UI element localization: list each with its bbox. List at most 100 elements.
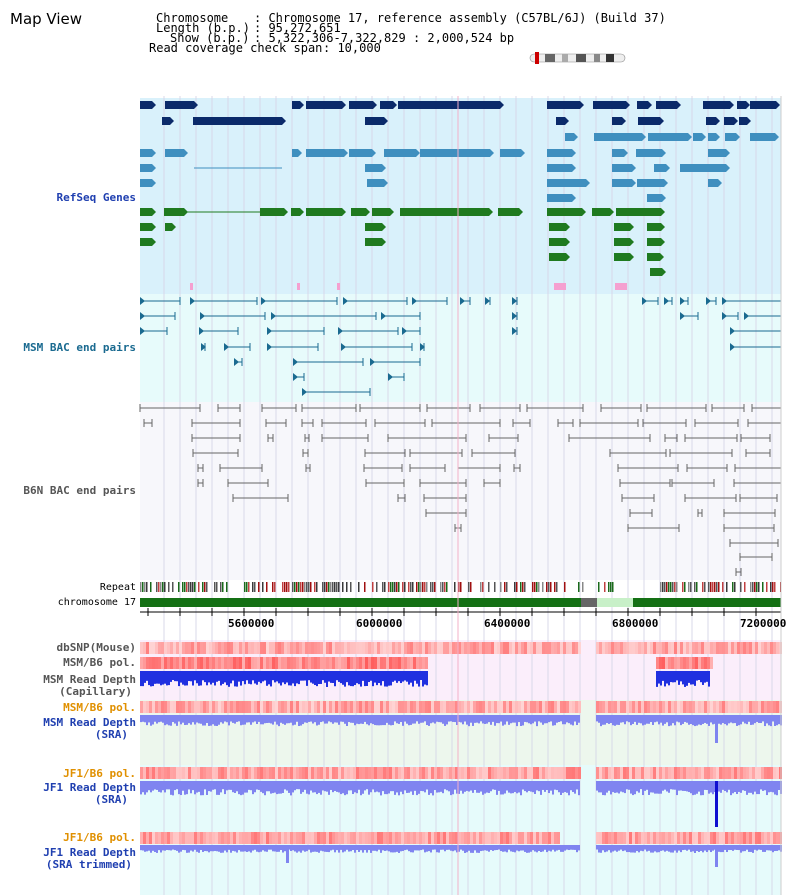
gene-strand-arrow: [572, 164, 576, 172]
refseq-track-label[interactable]: RefSeq Genes: [56, 191, 136, 204]
pol-cell: [566, 642, 569, 654]
depth-bar: [384, 781, 386, 795]
depth-bar: [168, 845, 170, 851]
pol-cell: [608, 832, 611, 844]
depth-bar: [198, 715, 200, 724]
pol-cell: [647, 642, 650, 654]
chromosome-bar[interactable]: [140, 598, 781, 607]
pol-cell: [299, 767, 302, 779]
msm-pol2-track[interactable]: [140, 701, 782, 713]
pol-cell: [671, 642, 674, 654]
msm-bac-features[interactable]: [140, 297, 782, 396]
pol-cell: [611, 767, 614, 779]
depth-bar: [212, 671, 214, 683]
gene-strand-arrow: [582, 208, 586, 216]
refseq-gene-features[interactable]: [140, 101, 780, 290]
repeat-track[interactable]: [140, 582, 782, 592]
depth-bar: [262, 781, 264, 794]
gene-feature: [693, 133, 702, 141]
depth-bar: [362, 715, 364, 724]
pol-cell: [302, 657, 305, 669]
depth-bar: [662, 715, 664, 726]
dbsnp-track[interactable]: [140, 642, 782, 654]
msm-capillary-label-1[interactable]: MSM Read Depth: [43, 673, 136, 686]
depth-bar: [158, 671, 160, 684]
gene-feature: [654, 164, 666, 172]
msm-sra-label-1[interactable]: MSM Read Depth: [43, 716, 136, 729]
msm-bac-track-label[interactable]: MSM BAC end pairs: [23, 341, 136, 354]
depth-bar: [400, 671, 402, 684]
msm-pol2-label[interactable]: MSM/B6 pol.: [63, 701, 136, 714]
pol-cell: [647, 767, 650, 779]
depth-bar: [198, 845, 200, 853]
depth-bar: [518, 845, 520, 852]
dbsnp-label[interactable]: dbSNP(Mouse): [56, 641, 136, 654]
pol-cell: [755, 767, 758, 779]
pol-cell: [734, 767, 737, 779]
pol-cell: [329, 701, 332, 713]
chromosome-ideogram[interactable]: [529, 52, 626, 64]
pol-cell: [545, 701, 548, 713]
depth-bar: [292, 781, 294, 793]
jf1-pol2-label[interactable]: JF1/B6 pol.: [63, 831, 136, 844]
jf1-trim-label-1[interactable]: JF1 Read Depth: [43, 846, 136, 859]
repeat-mark: [346, 582, 348, 592]
b6n-bac-track-label[interactable]: B6N BAC end pairs: [23, 484, 136, 497]
msm-pol-track[interactable]: [140, 657, 713, 669]
pol-cell: [479, 701, 482, 713]
depth-bar: [314, 715, 316, 723]
jf1-pol-track[interactable]: [140, 767, 782, 779]
bac-end-marker: [261, 297, 266, 305]
pol-cell: [713, 642, 716, 654]
msm-pol-label[interactable]: MSM/B6 pol.: [63, 656, 136, 669]
jf1-sra-depth-track[interactable]: [140, 781, 782, 827]
pol-cell: [410, 701, 413, 713]
pol-cell: [221, 642, 224, 654]
pol-cell: [245, 701, 248, 713]
repeat-mark: [206, 582, 208, 592]
pol-cell: [197, 657, 200, 669]
msm-sra-depth-track[interactable]: [140, 715, 782, 743]
depth-bar: [420, 845, 422, 851]
depth-bar: [236, 781, 238, 792]
app-title: Map View: [10, 10, 83, 28]
repeat-mark: [676, 582, 678, 592]
pol-cell: [437, 767, 440, 779]
b6n-bac-features[interactable]: [139, 404, 782, 576]
pol-cell: [452, 701, 455, 713]
depth-bar: [548, 715, 550, 723]
repeat-mark: [420, 582, 422, 592]
repeat-mark: [702, 582, 704, 592]
depth-bar: [776, 715, 778, 726]
pol-cell: [491, 832, 494, 844]
depth-bar: [498, 845, 500, 850]
depth-bar: [156, 845, 158, 853]
depth-bar: [630, 781, 632, 794]
pol-cell: [293, 701, 296, 713]
depth-bar: [440, 845, 442, 850]
jf1-pol2-track[interactable]: [140, 832, 782, 844]
depth-bar: [598, 781, 600, 793]
pol-cell: [263, 832, 266, 844]
depth-bar: [302, 715, 304, 725]
depth-bar: [216, 671, 218, 682]
depth-bar: [754, 715, 756, 724]
pol-cell: [752, 767, 755, 779]
depth-bar: [532, 715, 534, 724]
msm-capillary-depth-track[interactable]: [140, 671, 710, 687]
pol-cell: [332, 642, 335, 654]
depth-bar: [312, 845, 314, 852]
depth-bar: [194, 715, 196, 725]
jf1-trimmed-depth-track[interactable]: [140, 845, 782, 867]
depth-bar: [724, 781, 726, 791]
pol-cell: [677, 657, 680, 669]
depth-bar: [370, 715, 372, 724]
pol-cell: [413, 657, 416, 669]
jf1-pol-label[interactable]: JF1/B6 pol.: [63, 767, 136, 780]
depth-bar: [430, 781, 432, 794]
depth-bar: [416, 845, 418, 851]
repeat-mark: [328, 582, 330, 592]
depth-bar: [534, 715, 536, 722]
jf1-sra-label-1[interactable]: JF1 Read Depth: [43, 781, 136, 794]
